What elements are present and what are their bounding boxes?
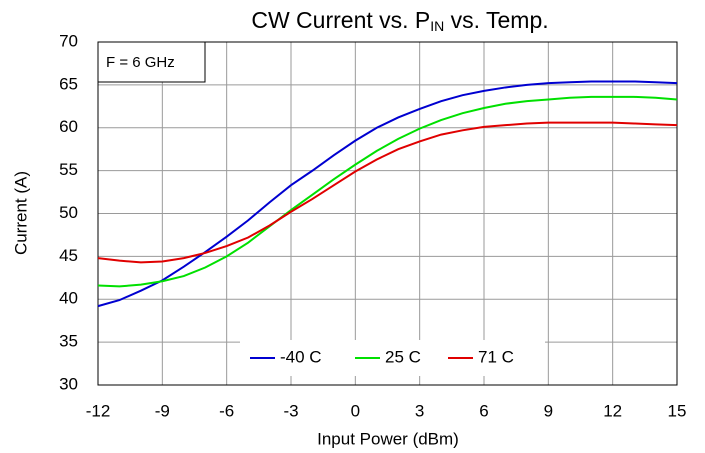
y-tick-label: 30: [59, 374, 78, 393]
legend-label: -40 C: [280, 347, 322, 366]
x-tick-label: 9: [544, 401, 553, 420]
y-tick-label: 55: [59, 160, 78, 179]
chart-title: CW Current vs. PIN vs. Temp.: [251, 7, 548, 34]
y-tick-label: 40: [59, 289, 78, 308]
plot-border: [97, 41, 678, 386]
legend-box: [240, 340, 545, 376]
x-tick-label: 3: [415, 401, 424, 420]
y-tick-label: 45: [59, 246, 78, 265]
x-tick-label: -12: [86, 401, 111, 420]
y-tick-label: 65: [59, 74, 78, 93]
x-axis-label: Input Power (dBm): [317, 429, 459, 448]
y-axis-label: Current (A): [11, 171, 30, 255]
series-line: [97, 95, 678, 288]
y-tick-label: 35: [59, 332, 78, 351]
annotation-box: [97, 41, 206, 83]
title-suffix: vs. Temp.: [444, 7, 548, 33]
x-tick-label: -9: [155, 401, 170, 420]
x-tick-label: -6: [219, 401, 234, 420]
legend-label: 71 C: [478, 347, 514, 366]
series-line: [97, 121, 678, 264]
x-tick-label: 12: [603, 401, 622, 420]
y-tick-label: 60: [59, 117, 78, 136]
legend-label: 25 C: [385, 347, 421, 366]
y-tick-label: 50: [59, 203, 78, 222]
title-subscript: IN: [430, 18, 444, 34]
title-main: CW Current vs. P: [251, 7, 430, 33]
series-line: [97, 80, 678, 308]
y-tick-label: 70: [59, 31, 78, 50]
x-tick-label: 15: [668, 401, 687, 420]
x-tick-label: 0: [351, 401, 360, 420]
annotation: F = 6 GHz: [106, 54, 175, 71]
x-tick-label: -3: [283, 401, 298, 420]
x-tick-label: 6: [479, 401, 488, 420]
